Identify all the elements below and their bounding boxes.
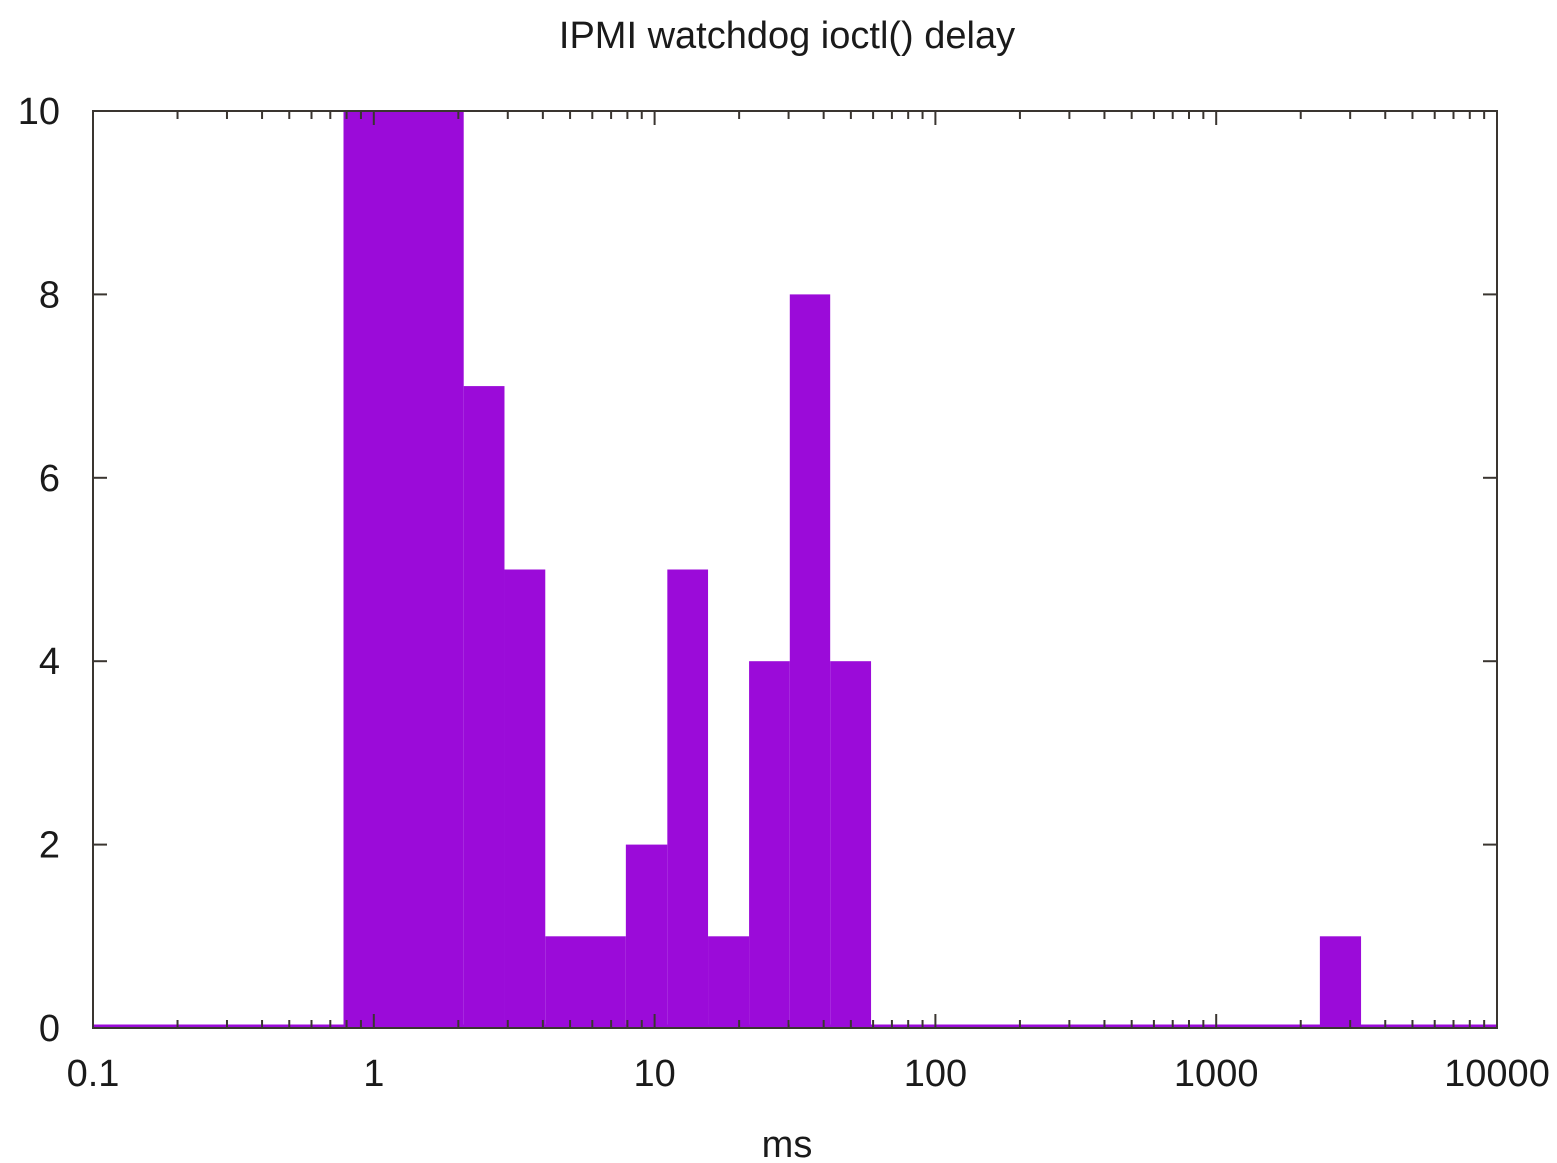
plot-frame [92,110,1498,1029]
histogram-bar [749,661,790,1028]
histogram-bar [1319,936,1362,1028]
x-tick-label: 1 [363,1053,384,1095]
histogram-bar [789,294,831,1028]
histogram-bar [504,569,546,1028]
y-tick-label: 0 [39,1008,60,1050]
y-tick-label: 2 [39,825,60,867]
x-tick-label: 10 [633,1053,675,1095]
x-axis-label: ms [762,1124,813,1163]
ticks-layer: 0.1 1 10 100 1000 10000 0 2 4 6 8 10 [18,91,1550,1095]
y-tick-label: 8 [39,274,60,316]
x-tick-label: 1000 [1174,1053,1259,1095]
y-tick-label: 10 [18,91,60,133]
bars-layer [343,111,1362,1029]
histogram-bar [343,111,464,1028]
histogram-bar [545,936,626,1028]
x-tick-label: 0.1 [67,1053,120,1095]
x-tick-label: 100 [904,1053,967,1095]
histogram-bar [463,386,505,1029]
histogram-bar [830,661,872,1028]
histogram-bar [625,844,668,1028]
chart-title: IPMI watchdog ioctl() delay [559,15,1015,57]
x-tick-label: 10000 [1444,1053,1550,1095]
y-tick-label: 6 [39,458,60,500]
y-tick-label: 4 [39,641,60,683]
histogram-bar [667,569,709,1028]
histogram-bar [708,936,750,1028]
